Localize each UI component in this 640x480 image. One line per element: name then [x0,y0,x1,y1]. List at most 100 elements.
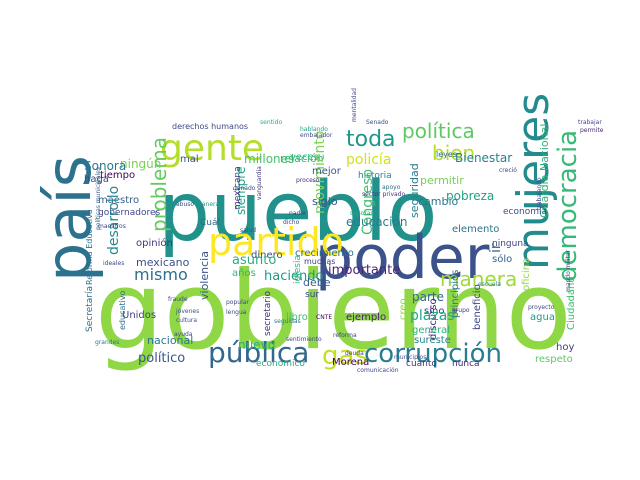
cloud-word: secretario [263,291,273,336]
cloud-word: políticas municipales [95,167,102,230]
cloud-word: CNTE [316,314,332,321]
cloud-word: cuanto [406,359,437,369]
cloud-word: mujeres [508,93,559,270]
cloud-word: gas [322,341,368,371]
cloud-word: leyes [436,150,457,159]
cloud-word: mentalidad [351,88,358,122]
cloud-word: sentimiento [286,336,322,343]
cloud-word: respeto [535,354,573,365]
cloud-word: pobreza [446,189,494,203]
cloud-word: educación [346,215,407,229]
cloud-word: parte [412,290,444,304]
cloud-word: lengua [226,309,247,316]
cloud-word: dinero [251,250,283,261]
cloud-word: plazas [410,308,455,324]
cloud-word: violencia [198,251,211,300]
cloud-word: creo [398,298,409,320]
cloud-word: económico [256,358,305,369]
cloud-word: agua [530,312,555,323]
cloud-word: maestro [98,195,139,206]
cloud-word: Morena [332,357,369,368]
cloud-word: seguidas [274,318,301,325]
cloud-word: proyecto [528,304,555,311]
cloud-word: ir [488,243,504,253]
cloud-word: mismo [134,265,188,284]
cloud-word: democracia [553,130,583,282]
cloud-word: grupo [452,307,470,314]
cloud-word: importante [328,263,400,278]
cloud-word: toda [346,127,396,152]
cloud-word: jóvenes [175,308,199,315]
cloud-word: movimiento [312,131,328,214]
cloud-word: popular [226,299,249,306]
cloud-word: poder [315,223,490,293]
cloud-word: seguridad [408,163,421,218]
cloud-word: años [232,268,256,279]
cloud-word: mejor [312,166,342,177]
cloud-word: gobernadores [98,208,160,218]
cloud-word: elemento [452,224,499,235]
cloud-word: Congreso [360,169,376,235]
cloud-word: gobierno [95,249,572,374]
cloud-word: economía [503,207,547,217]
cloud-word: veces [290,152,319,163]
cloud-word: sentido [260,119,282,126]
cloud-word: beneficio [472,284,483,330]
cloud-word: deuda [345,350,364,357]
cloud-word: apoyo [382,184,401,191]
cloud-word: partido [208,220,344,264]
cloud-word: nacional [147,334,193,347]
cloud-word: sector privado [362,191,405,198]
cloud-word: Senado [366,119,389,126]
cloud-word: ejemplo [346,312,386,323]
cloud-word: derechos humanos [172,122,248,131]
cloud-word: sólo [492,253,512,265]
cloud-word: bien [432,141,475,165]
cloud-word: relación [280,152,324,165]
cloud-word: manera [440,267,517,291]
cloud-word: nuevo [238,338,275,352]
cloud-word: pueblo [158,165,437,260]
cloud-word: corrupción [364,339,502,369]
cloud-word: hoy [556,342,574,353]
cloud-word: sino [424,306,444,317]
cloud-word: Unidos [122,310,156,321]
cloud-word: trabajando [536,177,543,210]
cloud-word: siglo [312,195,338,208]
cloud-word: Guardia Nacional [538,124,551,218]
cloud-word: nunca [452,359,480,369]
cloud-word: permite [580,127,604,134]
cloud-word: ganado [233,185,256,192]
cloud-word: Bienestar [455,151,512,165]
cloud-word: opinión [136,237,173,249]
cloud-word: Ciudadano [566,276,577,330]
cloud-word: proceso [296,177,320,184]
cloud-word: desarrollo [106,186,122,255]
cloud-word: manera [196,201,219,208]
cloud-word: problema [147,137,171,232]
cloud-word: mexicano [136,256,190,269]
cloud-word: vanguardia [256,166,263,200]
cloud-word: señoras [350,210,374,217]
cloud-word: sur [305,290,319,300]
cloud-word: municipios [394,354,426,361]
cloud-word: Reforma Educativa [85,209,94,285]
cloud-word: político [138,351,185,366]
cloud-word: tiempo [100,170,135,181]
cloud-word: discurso [428,298,439,340]
cloud-word: salud [240,227,256,234]
cloud-word: embajador [300,132,333,139]
cloud-word: Sonora [84,159,126,173]
cloud-word: nadie [289,210,306,217]
cloud-word: dicho [283,219,300,226]
cloud-word: educativo [118,291,127,330]
cloud-word: pública [208,336,309,369]
cloud-word: política [402,119,475,143]
cloud-word: haciendo [264,269,323,284]
cloud-word: ayuda [174,331,193,338]
cloud-word: ninguna [492,239,529,249]
cloud-word: crecimiento [295,248,354,259]
cloud-word: mando militar [565,249,572,292]
